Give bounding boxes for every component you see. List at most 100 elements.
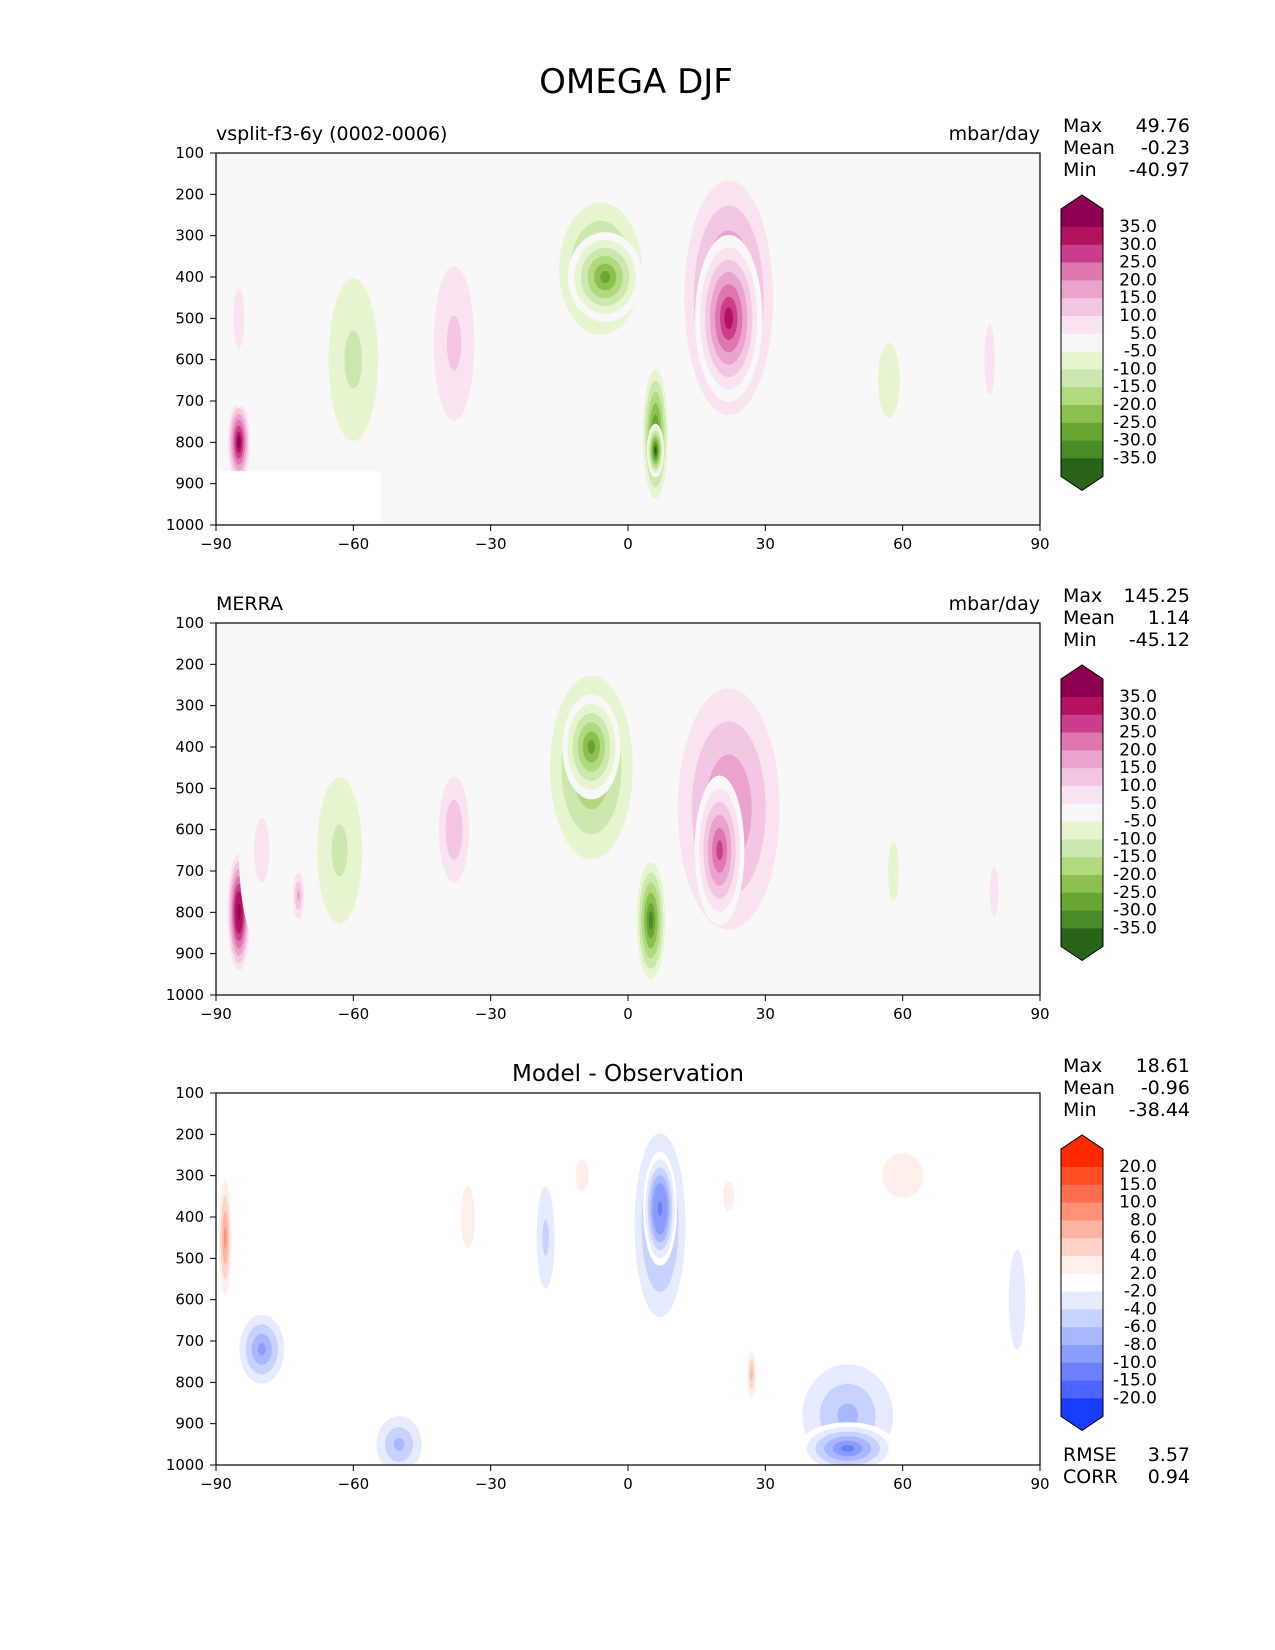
contour-region (723, 1181, 735, 1212)
y-tick-label: 700 (175, 1332, 204, 1350)
colorbar-label: 8.0 (1130, 1210, 1157, 1230)
x-tick-label: −60 (338, 1475, 370, 1493)
chart-panel-1: −90 −60 −30 0 30 60 90 100 200 300 400 500 600 700 800… (166, 115, 1190, 553)
colorbar-band (1061, 1202, 1103, 1221)
contour-fill (217, 1108, 1035, 1465)
chart-panel-3: −90 −60 −30 0 30 60 90 100 200 300 400 500 600 700 800… (166, 1055, 1190, 1493)
colorbar-band (1061, 1220, 1103, 1239)
colorbar-label: -25.0 (1113, 883, 1157, 903)
contour-region (587, 740, 596, 754)
contour-region (750, 1368, 753, 1380)
colorbar-outline (1060, 194, 1104, 492)
contour-region (724, 307, 734, 330)
stat-label: Max (1063, 115, 1102, 137)
colorbar-band (1061, 244, 1103, 263)
colorbar-label: 4.0 (1130, 1246, 1157, 1266)
contour-fill (226, 650, 1008, 989)
colorbar-outline (1060, 664, 1104, 962)
x-tick-label: −90 (200, 1475, 232, 1493)
contour-region (575, 1159, 589, 1192)
colorbar-label: 30.0 (1119, 235, 1157, 255)
stat-label: Min (1063, 1099, 1097, 1121)
colorbar-label: 35.0 (1119, 217, 1157, 237)
stat-value: -0.96 (1141, 1077, 1190, 1099)
colorbar-band (1061, 1238, 1103, 1257)
y-tick-label: 300 (175, 1167, 204, 1185)
stat-label: Mean (1063, 607, 1115, 629)
colorbar-band (1061, 369, 1103, 388)
colorbar-label: 15.0 (1119, 758, 1157, 778)
colorbar-band (1061, 1345, 1103, 1364)
colorbar-extend-bottom (1061, 458, 1103, 491)
colorbar-band (1061, 387, 1103, 406)
panel-units: mbar/day (949, 593, 1040, 615)
y-tick-label: 800 (175, 1373, 204, 1391)
contour-region (237, 903, 241, 921)
x-tick-label: 60 (893, 1005, 912, 1023)
y-tick-label: 800 (175, 433, 204, 451)
colorbar-band (1061, 697, 1103, 716)
colorbar: 35.030.025.020.015.010.05.0-5.0-10.0-15.… (1060, 664, 1157, 962)
y-tick-label: 700 (175, 392, 204, 410)
colorbar-band (1061, 714, 1103, 733)
colorbar-band (1061, 1327, 1103, 1346)
stat-label: Max (1063, 1055, 1102, 1077)
colorbar-band (1061, 280, 1103, 299)
contour-region (297, 890, 300, 902)
colorbar-label: -8.0 (1124, 1335, 1157, 1355)
panel-title: Model - Observation (512, 1061, 744, 1087)
x-tick-label: 30 (756, 535, 775, 553)
colorbar-band (1061, 857, 1103, 876)
x-tick-label: 60 (893, 535, 912, 553)
y-tick-label: 1000 (166, 1456, 204, 1474)
x-tick-label: 90 (1030, 1475, 1049, 1493)
x-tick-label: −60 (338, 535, 370, 553)
contour-region (460, 1185, 475, 1249)
colorbar: 35.030.025.020.015.010.05.0-5.0-10.0-15.… (1060, 194, 1157, 492)
contour-region (841, 1444, 855, 1452)
stat-label: Mean (1063, 137, 1115, 159)
colorbar-label: -10.0 (1113, 829, 1157, 849)
colorbar-band (1061, 839, 1103, 858)
colorbar-label: -30.0 (1113, 901, 1157, 921)
colorbar-label: 20.0 (1119, 1157, 1157, 1177)
colorbar-band (1061, 1362, 1103, 1381)
colorbar-label: 10.0 (1119, 1193, 1157, 1213)
y-tick-label: 400 (175, 738, 204, 756)
missing-data-mask (216, 471, 381, 525)
colorbar-band (1061, 1184, 1103, 1203)
stat-label: Min (1063, 629, 1097, 651)
x-tick-label: 0 (623, 1005, 633, 1023)
colorbar-label: 15.0 (1119, 1175, 1157, 1195)
colorbar-label: -15.0 (1113, 847, 1157, 867)
colorbar-label: -35.0 (1113, 448, 1157, 468)
colorbar-band (1061, 732, 1103, 751)
stat-value: 1.14 (1148, 607, 1190, 629)
colorbar-band (1061, 1256, 1103, 1275)
colorbar-label: 10.0 (1119, 306, 1157, 326)
y-tick-label: 600 (175, 1291, 204, 1309)
stat-value: -38.44 (1129, 1099, 1190, 1121)
colorbar-band (1061, 405, 1103, 424)
colorbar-outline (1060, 1134, 1104, 1432)
colorbar-label: -35.0 (1113, 918, 1157, 938)
x-tick-label: 30 (756, 1005, 775, 1023)
colorbar-band (1061, 821, 1103, 840)
colorbar-band (1061, 892, 1103, 911)
y-tick-label: 300 (175, 697, 204, 715)
contour-region (648, 911, 654, 930)
colorbar-label: -2.0 (1124, 1282, 1157, 1302)
x-tick-label: 90 (1030, 1005, 1049, 1023)
contour-region (984, 324, 995, 396)
x-tick-label: −90 (200, 535, 232, 553)
y-tick-label: 400 (175, 1208, 204, 1226)
colorbar-extend-top (1061, 1135, 1103, 1167)
colorbar-label: -6.0 (1124, 1317, 1157, 1337)
colorbar-label: -5.0 (1124, 812, 1157, 832)
contour-region (542, 1219, 549, 1256)
colorbar-band (1061, 786, 1103, 805)
colorbar-band (1061, 298, 1103, 317)
corr-value: 0.94 (1148, 1466, 1190, 1488)
colorbar-band (1061, 262, 1103, 281)
